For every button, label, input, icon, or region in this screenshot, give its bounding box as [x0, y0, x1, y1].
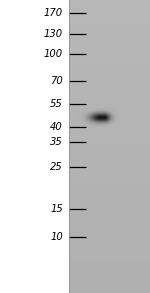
- Text: 70: 70: [50, 76, 63, 86]
- Text: 15: 15: [50, 205, 63, 214]
- Text: 130: 130: [44, 29, 63, 39]
- Text: 25: 25: [50, 162, 63, 172]
- Text: 10: 10: [50, 232, 63, 242]
- Text: 55: 55: [50, 99, 63, 109]
- Text: 100: 100: [44, 49, 63, 59]
- Text: 35: 35: [50, 137, 63, 147]
- Bar: [0, 0, 69, 293]
- Text: 40: 40: [50, 122, 63, 132]
- Text: 170: 170: [44, 8, 63, 18]
